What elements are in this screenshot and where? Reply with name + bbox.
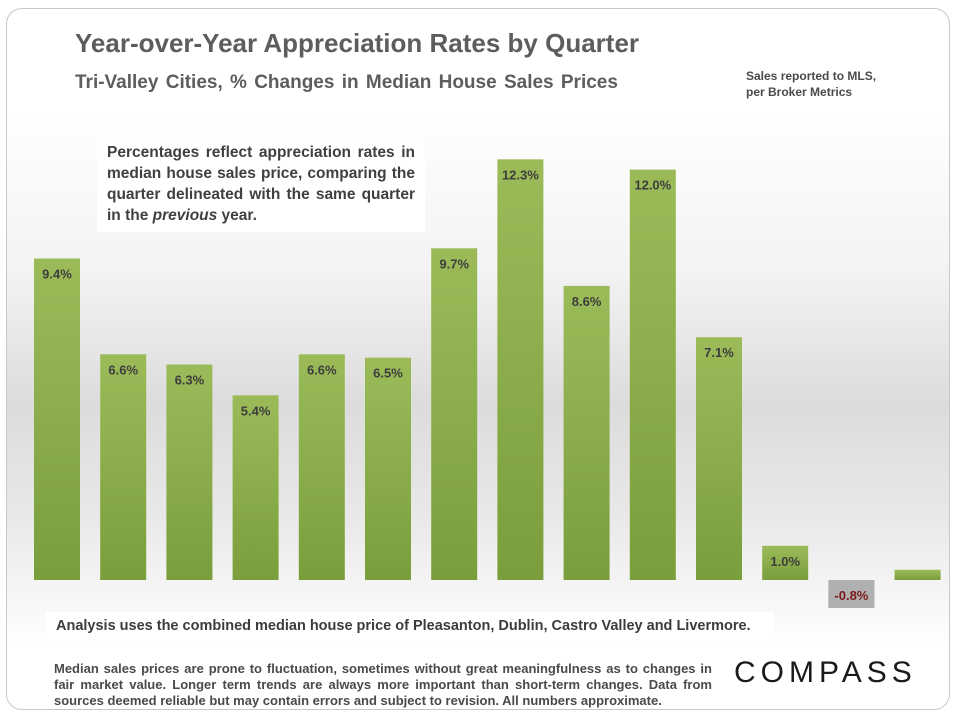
bar-value-label: 8.6% <box>572 294 602 309</box>
bar-group: 7.1% <box>696 337 742 580</box>
bar-value-label: 6.6% <box>307 362 337 377</box>
source-note-line2: per Broker Metrics <box>746 85 853 99</box>
source-note: Sales reported to MLS, per Broker Metric… <box>746 68 876 100</box>
bar-value-label: 7.1% <box>704 345 734 360</box>
bar <box>696 337 742 580</box>
bar-group: 6.3% <box>166 364 213 580</box>
bar <box>100 354 147 580</box>
bar <box>298 354 345 580</box>
bar-group: 8.6% <box>563 285 610 580</box>
bar <box>563 285 610 580</box>
analysis-note: Analysis uses the combined median house … <box>46 612 774 640</box>
negative-label-background <box>828 582 875 608</box>
bar <box>34 258 80 580</box>
explanation-box: Percentages reflect appreciation rates i… <box>97 138 425 232</box>
bar-group <box>894 569 941 580</box>
bar-group: 6.6% <box>100 354 147 580</box>
chart-title: Year-over-Year Appreciation Rates by Qua… <box>75 28 640 58</box>
bar <box>365 357 411 580</box>
bar <box>497 159 544 580</box>
bar-group: 12.0% <box>629 169 676 580</box>
bar-group: 6.5% <box>365 357 411 580</box>
bar-value-label: -0.8% <box>834 588 868 603</box>
explanation-italic: previous <box>152 207 218 224</box>
source-note-line1: Sales reported to MLS, <box>746 69 877 83</box>
bar <box>894 569 941 580</box>
bar-group: 5.4% <box>232 395 279 580</box>
bar-value-label: 9.7% <box>439 256 469 271</box>
bar-value-label: 1.0% <box>770 554 800 569</box>
bar-value-label: 6.6% <box>108 362 138 377</box>
bar-group: -0.8% <box>828 580 875 608</box>
explanation-end: year. <box>217 207 257 224</box>
bar-group: 6.6% <box>298 354 345 580</box>
bar <box>629 169 676 580</box>
bar-group: 9.7% <box>431 248 478 580</box>
bar <box>166 364 213 580</box>
chart-subtitle: Tri-Valley Cities, % Changes in Median H… <box>75 72 618 93</box>
bar-value-label: 6.5% <box>373 366 403 381</box>
bar <box>232 395 279 580</box>
compass-logo: COMPASS <box>734 656 917 689</box>
bar-value-label: 12.3% <box>502 167 539 182</box>
bar-value-label: 12.0% <box>634 178 671 193</box>
explanation-text: Percentages reflect appreciation rates i… <box>107 144 415 224</box>
bar <box>431 248 478 580</box>
bar-group: 9.4% <box>34 258 80 580</box>
bar-value-label: 5.4% <box>241 403 271 418</box>
bar <box>762 545 809 580</box>
disclaimer-text: Median sales prices are prone to fluctua… <box>54 661 712 708</box>
slide-frame <box>6 8 950 710</box>
bar-value-label: 9.4% <box>42 267 72 282</box>
bar-group: 1.0% <box>762 545 809 580</box>
bar-value-label: 6.3% <box>175 373 205 388</box>
bar-group: 12.3% <box>497 159 544 580</box>
